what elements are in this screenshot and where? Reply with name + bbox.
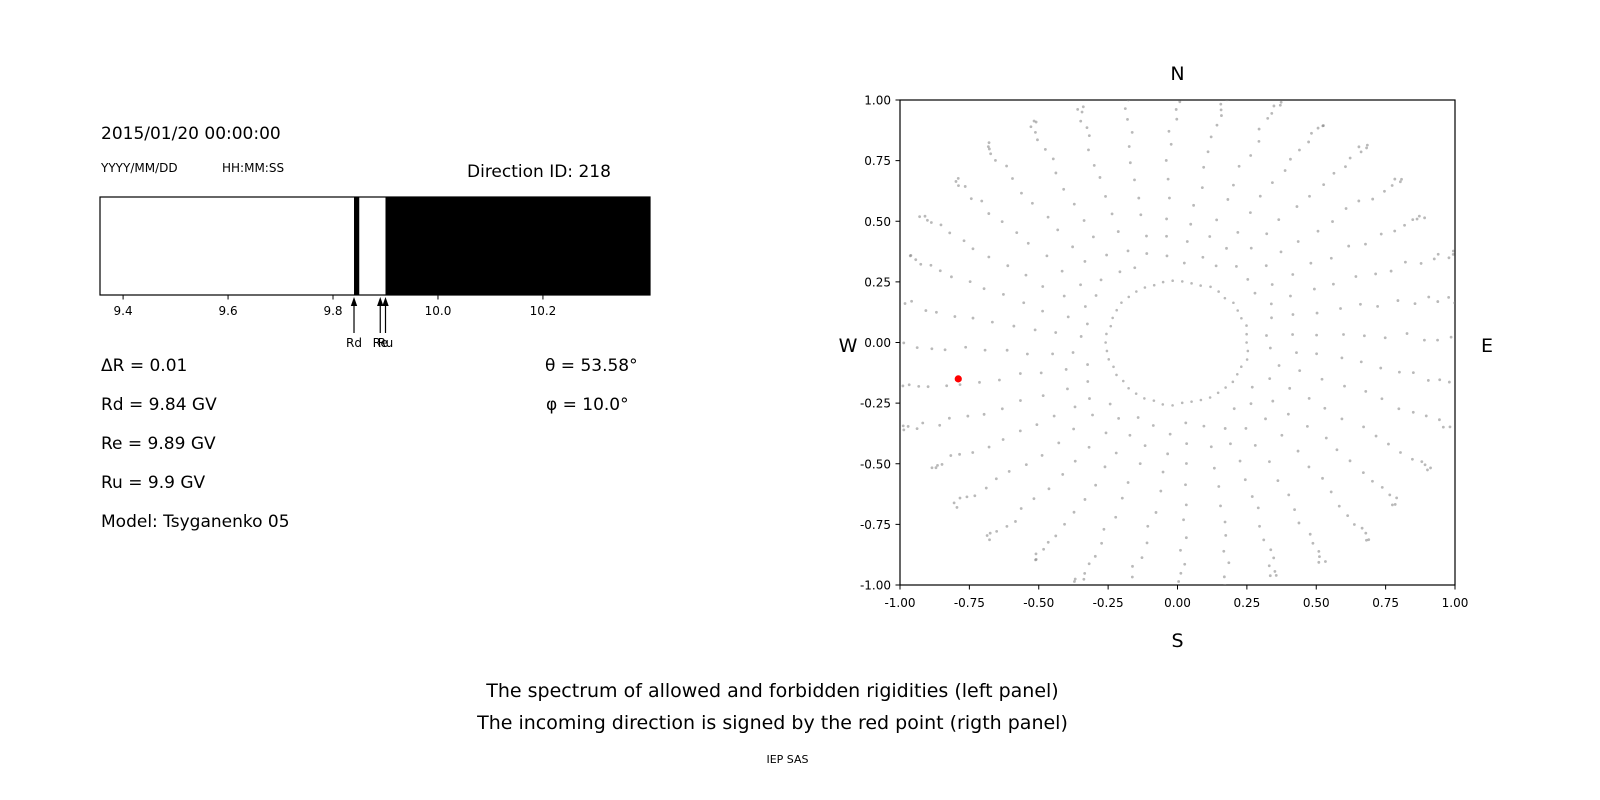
marker-arrowhead — [377, 297, 384, 306]
asymptotic-direction-dots — [901, 100, 1455, 585]
direction-frame — [899, 99, 1456, 586]
x-tick-label: -0.25 — [1093, 596, 1124, 610]
x-tick-label: 9.6 — [219, 304, 238, 318]
time-format-label: HH:MM:SS — [222, 161, 285, 175]
forbidden-region — [385, 197, 650, 295]
x-tick-label: 0.75 — [1372, 596, 1399, 610]
caption-line-2: The incoming direction is signed by the … — [477, 712, 1068, 734]
y-tick-label: -0.25 — [860, 397, 891, 411]
x-tick-label: 0.00 — [1164, 596, 1191, 610]
delta-r-value: ΔR = 0.01 — [101, 356, 188, 376]
direction-id-label: Direction ID: 218 — [467, 162, 611, 182]
marker-arrowhead — [350, 297, 358, 306]
marker-label: Rd — [346, 336, 362, 350]
y-tick-label: 0.50 — [864, 215, 891, 229]
x-tick-label: 9.4 — [114, 304, 133, 318]
credit-label: IEP SAS — [766, 753, 809, 766]
y-tick-label: 0.75 — [864, 154, 891, 168]
y-tick-label: 0.25 — [864, 275, 891, 289]
x-tick-label: 10.2 — [530, 304, 557, 318]
marker-arrowhead — [382, 297, 389, 306]
incoming-direction-point — [954, 375, 962, 383]
x-tick-label: -0.50 — [1023, 596, 1054, 610]
forbidden-region — [354, 197, 360, 295]
y-tick-label: 0.00 — [864, 336, 891, 350]
date-format-label: YYYY/MM/DD — [101, 161, 178, 175]
spectrum-frame — [99, 196, 651, 296]
re-value: Re = 9.89 GV — [101, 434, 216, 454]
datetime-label: 2015/01/20 00:00:00 — [101, 124, 281, 144]
x-tick-label: 0.25 — [1234, 596, 1261, 610]
compass-west-label: W — [839, 335, 858, 357]
marker-label: Ru — [378, 336, 393, 350]
compass-north-label: N — [1170, 63, 1184, 85]
theta-value: θ = 53.58° — [545, 356, 638, 376]
compass-east-label: E — [1481, 335, 1493, 357]
caption-line-1: The spectrum of allowed and forbidden ri… — [486, 680, 1059, 702]
compass-south-label: S — [1171, 630, 1183, 652]
y-tick-label: -0.50 — [860, 457, 891, 471]
ru-value: Ru = 9.9 GV — [101, 473, 206, 493]
x-tick-label: -0.75 — [954, 596, 985, 610]
marker-label: Re — [373, 336, 388, 350]
x-tick-label: 0.50 — [1303, 596, 1330, 610]
y-tick-label: -1.00 — [860, 579, 891, 593]
phi-value: φ = 10.0° — [546, 395, 629, 415]
x-tick-label: 9.8 — [323, 304, 342, 318]
x-tick-label: 10.0 — [425, 304, 452, 318]
y-tick-label: -0.75 — [860, 518, 891, 532]
direction-scatter-chart: -1.00 -0.75 -0.50 -0.25 0.00 0.25 0.50 0.75 1.00… — [860, 94, 1469, 611]
model-value: Model: Tsyganenko 05 — [101, 512, 290, 532]
y-tick-label: 1.00 — [864, 94, 891, 108]
x-tick-label: 1.00 — [1442, 596, 1469, 610]
rd-value: Rd = 9.84 GV — [101, 395, 217, 415]
x-tick-label: -1.00 — [884, 596, 915, 610]
